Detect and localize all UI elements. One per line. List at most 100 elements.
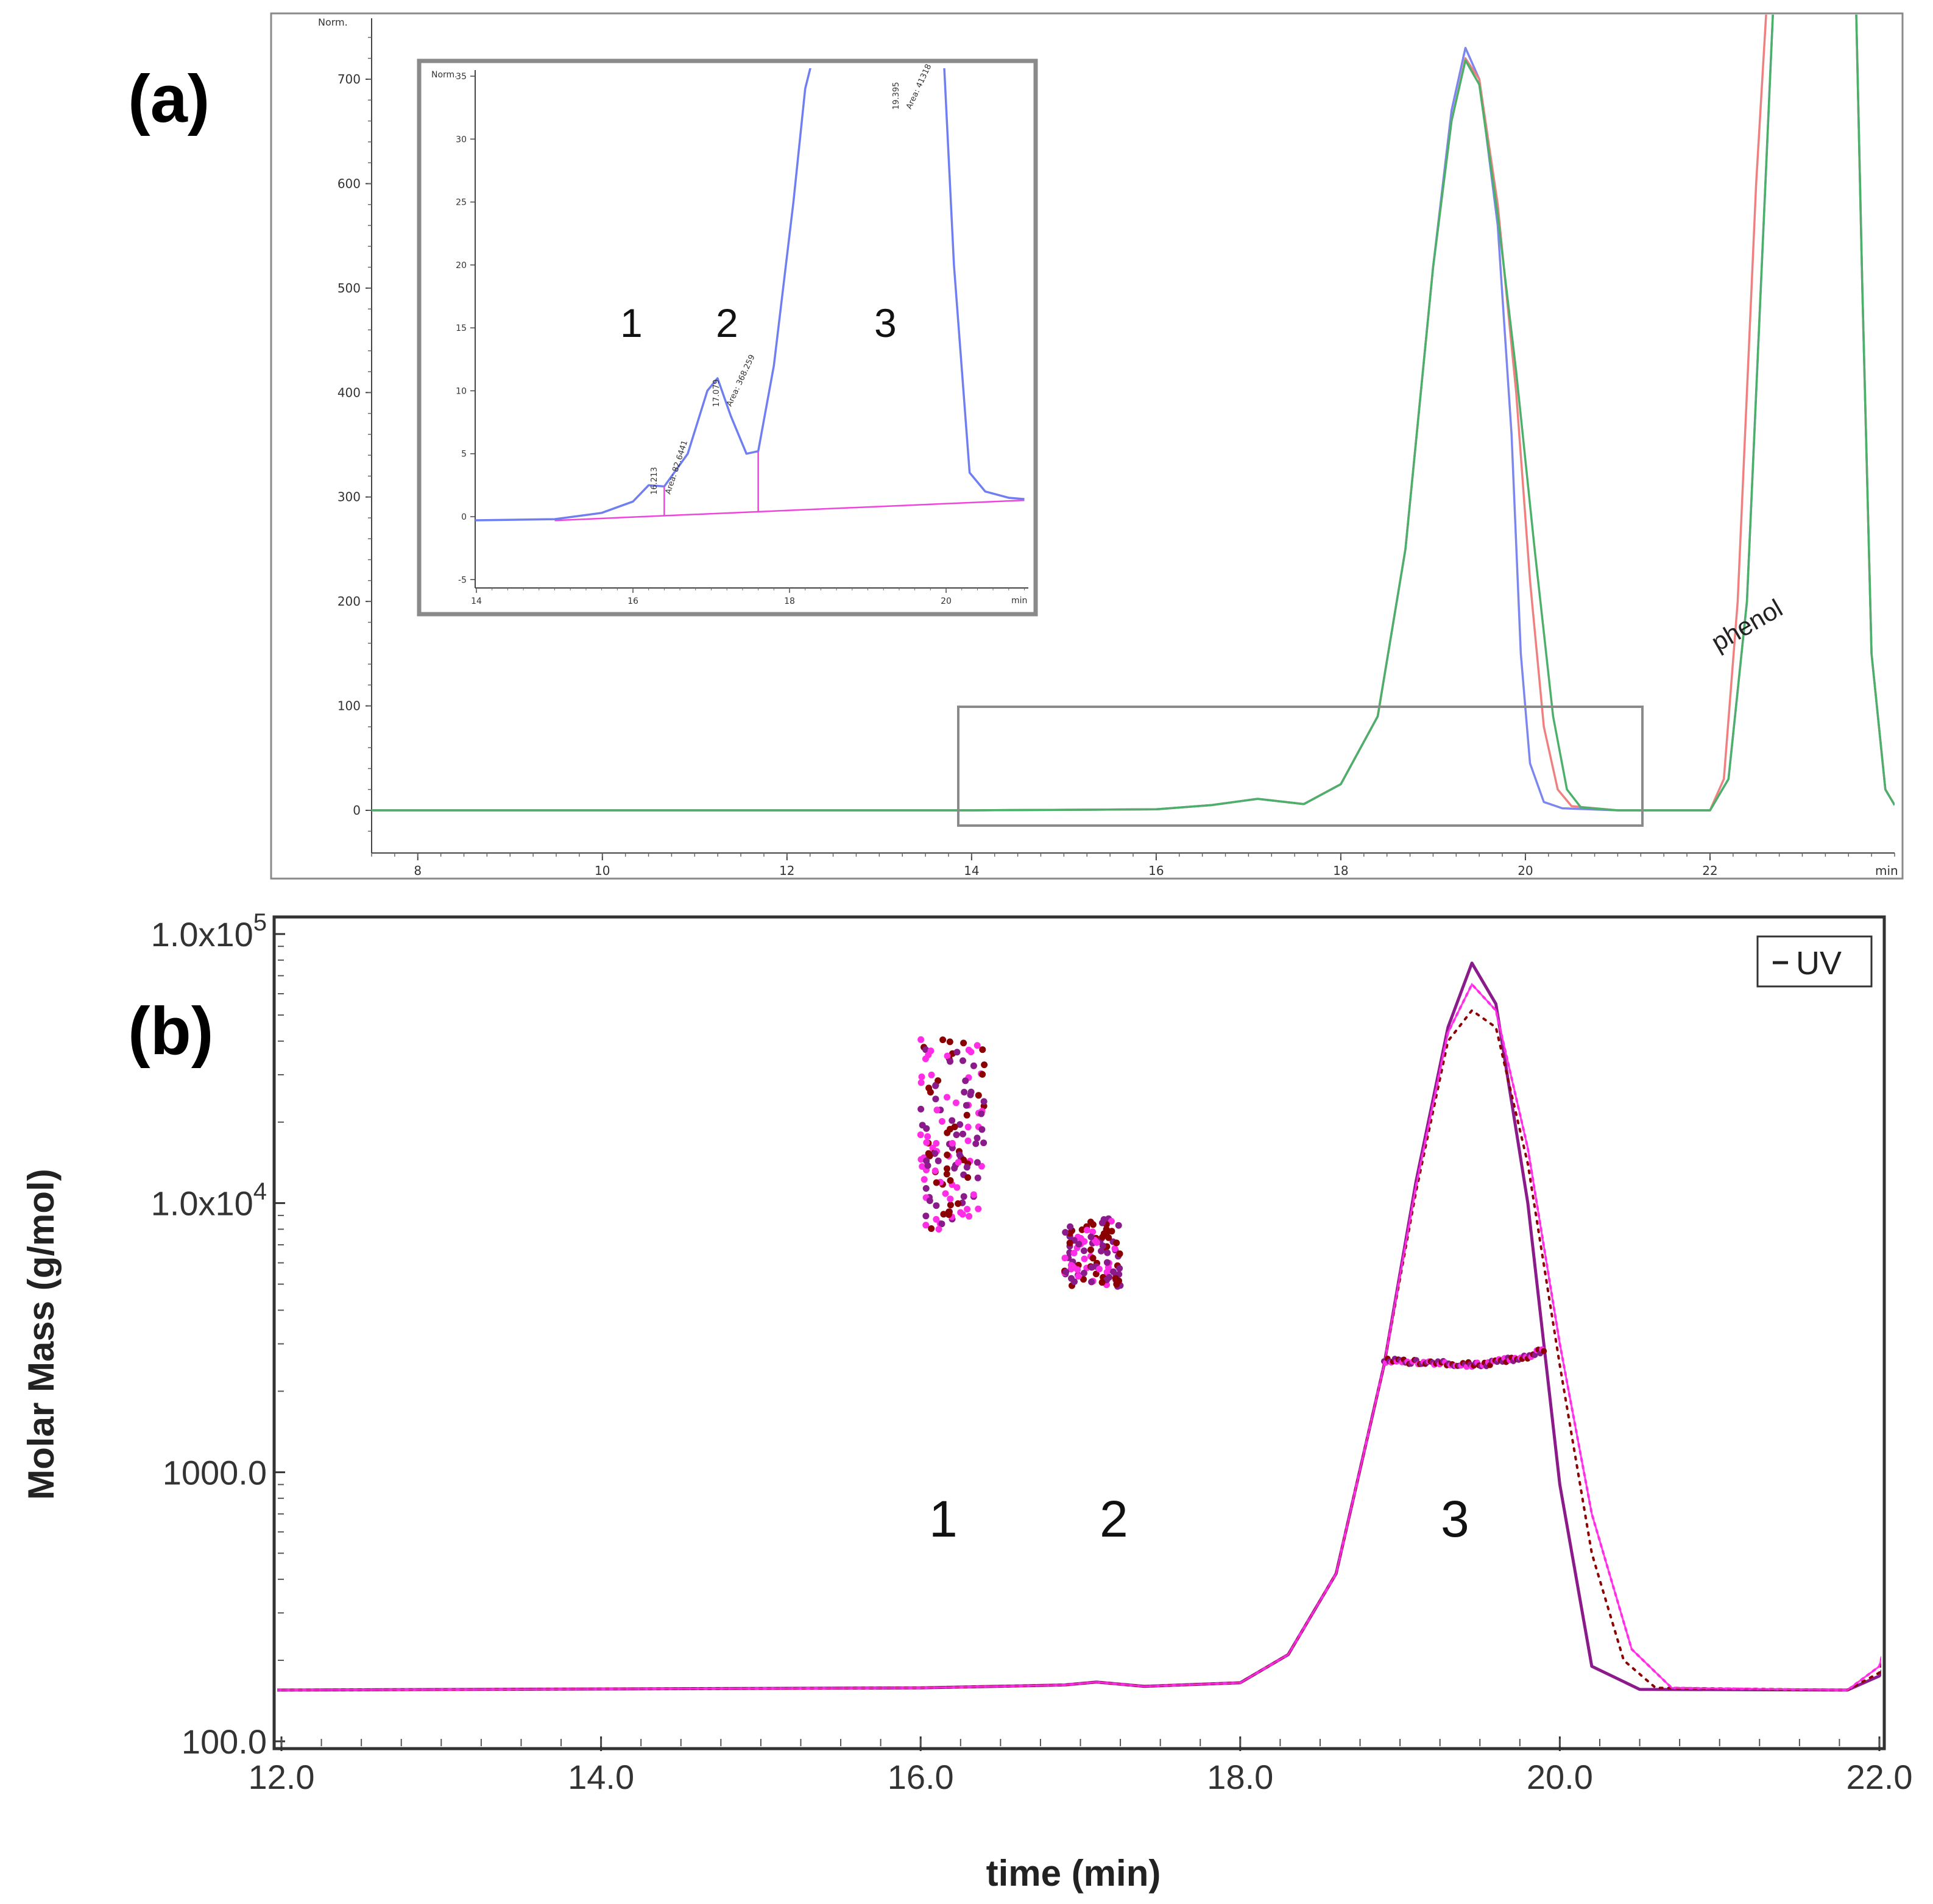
inset-x-ticks: 14 16 18 20 bbox=[471, 588, 1025, 606]
a-y-tick-label: 0 bbox=[353, 803, 361, 818]
b-peak1-point bbox=[917, 1079, 925, 1086]
b-peak1-point bbox=[970, 1191, 977, 1198]
b-peak1-point bbox=[938, 1220, 945, 1228]
b-peak1-point bbox=[979, 1046, 986, 1053]
b-y-tick-base: 1000.0 bbox=[163, 1453, 267, 1492]
b-peak1-point bbox=[922, 1212, 930, 1220]
b-peak2-point bbox=[1111, 1245, 1118, 1252]
b-y-tick-base: 1.0x10 bbox=[151, 915, 253, 954]
b-peak1-point bbox=[922, 1185, 930, 1192]
b-y-tick-base: 100.0 bbox=[182, 1722, 267, 1761]
b-peak1-point bbox=[922, 1046, 930, 1053]
panel-b-label: (b) bbox=[128, 994, 213, 1069]
panel-a-y-label: Norm. bbox=[318, 16, 348, 28]
b-peak2-point bbox=[1115, 1222, 1122, 1229]
b-y-tick-base: 1.0x10 bbox=[151, 1184, 253, 1223]
inset-y-label: Norm. bbox=[431, 70, 458, 80]
b-peak-label-1: 1 bbox=[929, 1490, 958, 1548]
inset-y-tick-label: 35 bbox=[456, 72, 467, 82]
inset-y-tick-label: 20 bbox=[456, 261, 467, 271]
b-x-tick-label: 20.0 bbox=[1527, 1758, 1593, 1796]
b-peak1-point bbox=[935, 1157, 942, 1164]
b-peak1-point bbox=[947, 1195, 954, 1203]
b-x-tick-label: 16.0 bbox=[888, 1758, 954, 1796]
b-peak1-point bbox=[933, 1179, 940, 1186]
panel-a-x-ticks: 8 10 12 14 16 18 20 22 bbox=[371, 853, 1895, 878]
inset-baseline bbox=[554, 499, 1025, 522]
b-peak2-point bbox=[1088, 1278, 1095, 1286]
b-peak1-point bbox=[928, 1071, 935, 1078]
b-peak1-point bbox=[933, 1106, 941, 1114]
panel-a-series bbox=[372, 15, 1895, 812]
b-peak2-point bbox=[1104, 1249, 1111, 1256]
b-peak1-point bbox=[924, 1133, 931, 1140]
b-peak1-point bbox=[964, 1206, 971, 1213]
b-peak2-point bbox=[1113, 1281, 1120, 1288]
inset-x-tick-label: 18 bbox=[784, 596, 795, 606]
b-peak1-point bbox=[944, 1094, 950, 1101]
b-y-tick-label: 1.0x104 bbox=[151, 1178, 267, 1223]
b-peak1-point bbox=[965, 1046, 972, 1053]
b-peak1-point bbox=[932, 1095, 939, 1103]
panel-b-series bbox=[277, 961, 1881, 1692]
panel-a-label: (a) bbox=[128, 62, 210, 136]
b-peak1-point bbox=[924, 1162, 931, 1169]
b-peak2-point bbox=[1112, 1275, 1119, 1282]
b-peak1-point bbox=[933, 1216, 940, 1223]
b-peak1-point bbox=[925, 1085, 933, 1092]
b-peak1-point bbox=[917, 1131, 924, 1138]
b-peak1-point bbox=[931, 1167, 939, 1175]
b-uv-line-1 bbox=[277, 961, 1881, 1692]
b-peak2-point bbox=[1067, 1223, 1074, 1230]
b-x-tick-label: 14.0 bbox=[568, 1758, 634, 1796]
b-peak1-point bbox=[963, 1164, 970, 1171]
b-peak1-point bbox=[975, 1205, 982, 1212]
b-peak2-point bbox=[1080, 1247, 1087, 1255]
b-peak1-point bbox=[933, 1202, 940, 1209]
a-series-line-3 bbox=[372, 15, 1895, 812]
b-peak1-point bbox=[963, 1102, 970, 1109]
inset-y-tick-label: 15 bbox=[456, 324, 467, 333]
b-peak1-point bbox=[980, 1139, 988, 1147]
b-peak1-point bbox=[939, 1036, 947, 1044]
b-peak1-point bbox=[946, 1038, 953, 1046]
b-peak1-point bbox=[957, 1209, 964, 1216]
b-peak2-point bbox=[1080, 1276, 1087, 1283]
a-y-tick-label: 600 bbox=[337, 176, 361, 191]
b-peak2-point bbox=[1068, 1275, 1075, 1282]
b-peak1-point bbox=[917, 1036, 925, 1043]
b-peak2-point bbox=[1061, 1255, 1069, 1262]
b-peak2-point bbox=[1087, 1246, 1094, 1253]
panel-b-x-label: time (min) bbox=[986, 1853, 1161, 1894]
panel-a-x-unit: min bbox=[1875, 863, 1898, 878]
a-x-tick-label: 14 bbox=[964, 863, 979, 878]
b-peak2-point bbox=[1095, 1265, 1103, 1273]
b-peak2-point bbox=[1088, 1264, 1095, 1271]
b-peak2-point bbox=[1103, 1259, 1111, 1266]
zoom-region-box bbox=[957, 706, 1644, 827]
b-peak1-point bbox=[981, 1061, 988, 1069]
b-peak1-point bbox=[935, 1226, 942, 1233]
b-peak-label-2: 2 bbox=[1100, 1490, 1128, 1548]
b-peak1-point bbox=[926, 1152, 933, 1159]
legend: UV bbox=[1756, 935, 1873, 988]
inset-peak-label-2: 2 bbox=[716, 300, 738, 345]
a-y-tick-label: 500 bbox=[337, 281, 361, 296]
a-y-tick-label: 200 bbox=[337, 594, 361, 609]
b-peak2-point bbox=[1069, 1262, 1076, 1270]
b-peak1-point bbox=[966, 1212, 973, 1220]
inset-y-ticks: -5 0 5 10 15 20 25 30 35 bbox=[456, 72, 475, 585]
a-y-tick-label: 300 bbox=[337, 490, 361, 504]
b-peak2-point bbox=[1087, 1233, 1095, 1240]
inset-x-tick-label: 16 bbox=[627, 596, 638, 606]
b-peak1-point bbox=[947, 1125, 953, 1133]
b-peak1-point bbox=[953, 1131, 960, 1138]
panel-b-frame bbox=[272, 915, 1886, 1750]
inset-peak-label-1: 1 bbox=[620, 300, 643, 345]
b-peak1-point bbox=[942, 1190, 949, 1197]
b-peak1-point bbox=[955, 1200, 962, 1207]
b-peak1-point bbox=[940, 1211, 947, 1218]
b-peak1-point bbox=[961, 1089, 968, 1095]
b-peak1-point bbox=[949, 1117, 956, 1124]
